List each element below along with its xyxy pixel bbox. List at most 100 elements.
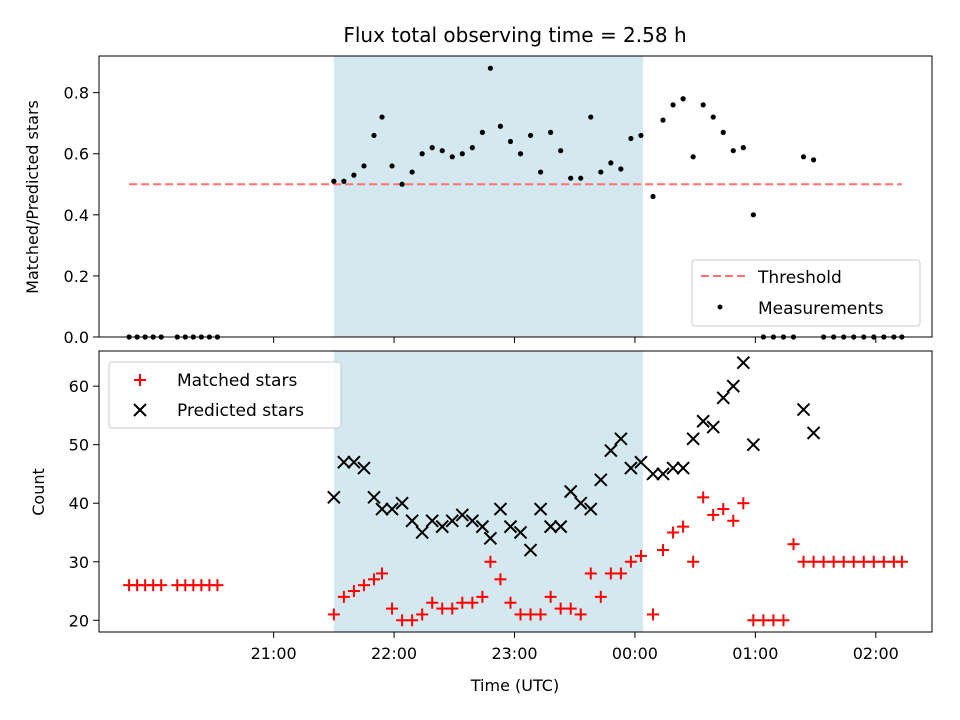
matched-star-point xyxy=(476,590,489,603)
top-y-axis-label: Matched/Predicted stars xyxy=(23,100,42,294)
matched-star-point xyxy=(494,573,507,586)
measurement-point xyxy=(459,151,465,157)
measurement-point xyxy=(527,132,534,139)
top-y-tick-label: 0.4 xyxy=(64,206,89,225)
measurement-point xyxy=(351,172,357,178)
bottom-y-tick-label: 20 xyxy=(69,611,89,630)
predicted-star-point xyxy=(806,426,821,440)
predicted-star-point xyxy=(455,508,470,522)
matched-star-point xyxy=(707,508,720,521)
matched-star-point xyxy=(797,555,810,568)
predicted-star-point xyxy=(415,525,429,540)
matched-star-point xyxy=(787,538,800,551)
measurement-point xyxy=(537,169,544,175)
measurement-point xyxy=(608,160,614,166)
predicted-star-point xyxy=(543,519,558,534)
matched-star-point xyxy=(657,544,670,557)
measurement-point xyxy=(409,169,415,175)
measurement-point xyxy=(660,117,666,123)
matched-star-point xyxy=(327,608,340,621)
predicted-stars-legend-label: Predicted stars xyxy=(177,401,304,421)
measurement-point xyxy=(720,129,726,135)
matched-star-point xyxy=(687,555,700,568)
predicted-star-point xyxy=(465,514,480,528)
matched-star-point xyxy=(594,590,607,603)
matched-star-point xyxy=(584,567,597,580)
matched-star-point xyxy=(386,602,399,615)
matched-star-point xyxy=(416,608,429,621)
predicted-star-point xyxy=(337,455,351,469)
predicted-star-point xyxy=(746,437,761,452)
predicted-star-point xyxy=(726,379,740,393)
measurement-point xyxy=(449,154,455,160)
bottom-legend: Matched stars Predicted stars xyxy=(108,361,342,429)
predicted-star-point xyxy=(676,461,690,475)
bottom-x-tick-label: 21:00 xyxy=(251,644,297,663)
measurement-point xyxy=(558,148,564,154)
matched-star-point xyxy=(524,608,537,621)
predicted-star-point xyxy=(646,467,660,481)
bottom-x-tick-label: 02:00 xyxy=(853,644,899,663)
matched-star-point xyxy=(667,526,680,539)
matched-star-point xyxy=(446,602,459,615)
matched-star-point xyxy=(211,579,224,592)
predicted-star-point xyxy=(574,496,588,510)
matched-star-point xyxy=(677,520,690,533)
bottom-y-tick-label: 60 xyxy=(69,377,89,396)
measurement-point xyxy=(419,151,425,157)
matched-star-point xyxy=(737,497,750,510)
matched-star-point xyxy=(367,573,380,586)
measurement-point xyxy=(710,114,716,120)
matched-star-point xyxy=(544,590,557,603)
predicted-star-point xyxy=(686,432,700,446)
measurement-point xyxy=(331,178,337,184)
matched-star-point xyxy=(727,514,740,527)
predicted-star-point xyxy=(493,502,508,516)
top-axes-frame xyxy=(98,55,933,338)
predicted-star-point xyxy=(425,514,439,528)
bottom-y-tick-label: 40 xyxy=(69,494,89,513)
predicted-star-point xyxy=(327,490,341,505)
measurement-point xyxy=(588,114,594,120)
matched-star-point xyxy=(376,567,389,580)
matched-star-point xyxy=(747,614,760,627)
matched-star-point xyxy=(877,555,890,568)
bottom-x-tick-label: 00:00 xyxy=(612,644,658,663)
predicted-star-point xyxy=(656,467,670,481)
measurement-point xyxy=(389,163,395,169)
measurement-point xyxy=(548,129,554,135)
bottom-shaded-region xyxy=(333,351,643,632)
threshold-legend-label: Threshold xyxy=(757,268,842,288)
matched-star-point xyxy=(837,555,850,568)
measurement-point xyxy=(670,102,676,108)
measurement-point xyxy=(517,151,524,157)
chart-title: Flux total observing time = 2.58 h xyxy=(343,23,686,47)
matched-star-point xyxy=(697,491,710,504)
matched-star-point xyxy=(347,585,360,598)
top-axes: 0.00.20.40.60.8 Matched/Predicted stars … xyxy=(23,55,933,347)
predicted-star-point xyxy=(716,391,730,405)
measurement-point xyxy=(341,178,347,184)
measurement-point xyxy=(598,169,604,175)
measurement-point xyxy=(439,148,445,154)
matched-star-point xyxy=(777,614,790,627)
predicted-star-point xyxy=(706,420,720,434)
predicted-star-point xyxy=(445,514,459,528)
x-axis-label: Time (UTC) xyxy=(470,676,559,695)
predicted-star-point xyxy=(385,502,399,516)
predicted-star-point xyxy=(513,525,528,540)
measurement-point xyxy=(371,132,377,139)
matched-star-point xyxy=(817,555,830,568)
measurement-point xyxy=(690,154,696,160)
predicted-star-point xyxy=(796,402,811,417)
bottom-legend-box xyxy=(108,361,342,429)
matched-star-point xyxy=(604,567,617,580)
measurement-point xyxy=(568,175,574,181)
matched-star-point xyxy=(514,608,527,621)
measurement-point xyxy=(628,135,634,142)
bottom-x-tick-label: 01:00 xyxy=(732,644,778,663)
matched-star-point xyxy=(456,596,469,609)
predicted-star-point xyxy=(614,432,628,446)
predicted-star-point xyxy=(523,543,538,557)
matched-star-point xyxy=(574,608,587,621)
